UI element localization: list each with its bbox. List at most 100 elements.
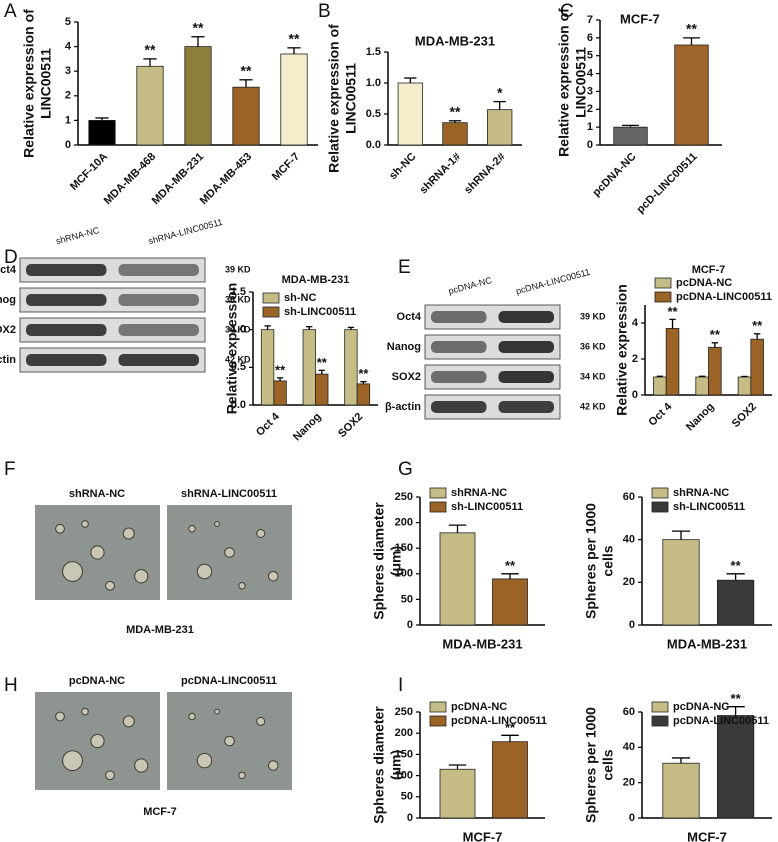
blot-row-label: Nanog <box>387 341 421 353</box>
panel-letter: H <box>4 675 18 696</box>
sphere <box>267 570 279 582</box>
x-tick-label: Nanog <box>291 411 324 444</box>
sphere <box>238 582 246 590</box>
sphere <box>122 527 135 540</box>
bar <box>653 376 667 396</box>
blot-band <box>26 324 107 336</box>
bar <box>492 741 528 819</box>
y-tick-label: 5 <box>587 50 593 62</box>
legend-swatch <box>654 277 672 289</box>
legend-label: shRNA-NC <box>451 487 507 499</box>
bar <box>613 126 648 146</box>
bar <box>492 578 528 626</box>
y-tick-label: 0 <box>629 812 635 824</box>
bar <box>273 380 287 406</box>
sphere <box>122 715 135 728</box>
y-tick-label: 50 <box>401 791 413 803</box>
blot-row-label: β-actin <box>385 401 421 413</box>
bar <box>486 109 513 146</box>
x-tick-label: pcDNA-NC <box>590 151 638 199</box>
y-tick-label: 200 <box>395 517 413 529</box>
legend-label: pcDNA-NC <box>676 277 732 289</box>
chart: 0 20 40 60 Spheres per 1000 cells MCF-7 pcDNA-N… <box>583 691 772 842</box>
y-tick-label: 2 <box>65 90 71 102</box>
bar <box>356 383 371 406</box>
significance: ** <box>731 691 742 706</box>
chart: 0 1 2 3 4 5 Relative expression of LINC00511 MCF… <box>21 9 318 207</box>
blot-band <box>498 371 554 383</box>
bar <box>344 329 358 406</box>
blot-band <box>118 324 199 336</box>
y-tick-label: 0.0 <box>231 399 246 411</box>
chart-title: MCF-7 <box>692 264 726 276</box>
blot-row-label: β-actin <box>0 354 16 366</box>
x-tick-label: pcD-LINC00511 <box>635 151 700 216</box>
x-axis-label: MDA-MB-231 <box>442 636 522 651</box>
legend-swatch <box>429 501 447 513</box>
y-tick-label: 1 <box>65 114 71 126</box>
legend-swatch <box>651 715 669 727</box>
bar <box>280 53 308 146</box>
y-tick-label: 0 <box>65 139 71 151</box>
y-tick-label: 150 <box>395 748 413 760</box>
legend-swatch <box>651 487 669 499</box>
chart: 0 50 100 150 200 250 Spheres diameter (μm) MDA-M… <box>371 487 545 651</box>
image-label: shRNA-NC <box>69 488 125 500</box>
sphere <box>256 529 266 538</box>
bar <box>662 539 700 626</box>
y-tick-label: 2 <box>632 353 638 365</box>
bar <box>232 86 260 146</box>
y-axis-label: Spheres diameter <box>371 706 387 824</box>
x-tick-label: MDA-MB-453 <box>198 151 254 207</box>
sphere <box>81 707 89 716</box>
significance: ** <box>241 63 252 79</box>
bar <box>136 65 164 146</box>
blot-band <box>118 264 199 276</box>
y-tick-label: 0.5 <box>366 108 381 120</box>
significance: ** <box>686 21 697 37</box>
legend-label: sh-LINC00511 <box>284 306 356 318</box>
significance: ** <box>358 366 369 381</box>
y-axis-label: (μm) <box>388 750 404 780</box>
y-tick-label: 100 <box>395 568 413 580</box>
y-axis-label: Relative expression of <box>326 24 342 173</box>
bar <box>674 44 709 146</box>
y-tick-label: 0 <box>632 389 638 401</box>
x-tick-label: Oct 4 <box>646 400 675 429</box>
legend-swatch <box>262 306 280 318</box>
x-tick-label: shRNA-1# <box>418 151 464 197</box>
blot-size-label: 39 KD <box>580 311 606 321</box>
y-tick-label: 3 <box>65 65 71 77</box>
sphere <box>256 716 266 726</box>
panel-letter: A <box>4 1 17 22</box>
blot-band <box>431 311 487 323</box>
sphere <box>105 580 115 591</box>
blot-row-label: SOX2 <box>0 324 16 336</box>
y-tick-label: 1.5 <box>366 46 381 58</box>
blot-size-label: 34 KD <box>580 371 606 381</box>
blot-size-label: 36 KD <box>225 294 251 304</box>
panel-letter: D <box>4 247 18 268</box>
bar <box>302 329 316 406</box>
y-tick-label: 50 <box>401 593 413 605</box>
y-tick-label: 0 <box>407 619 413 631</box>
x-tick-label: sh-NC <box>387 151 418 182</box>
bar <box>184 46 212 146</box>
blot-row-label: SOX2 <box>392 371 421 383</box>
bar <box>88 120 116 146</box>
y-tick-label: 4 <box>65 41 72 53</box>
sphere <box>224 735 235 747</box>
legend-swatch <box>651 501 669 513</box>
panel-letter: I <box>398 675 403 696</box>
image-label: pcDNA-NC <box>69 675 125 687</box>
y-axis-label: Spheres per 1000 <box>583 707 599 823</box>
y-axis-label: Relative expression <box>224 283 240 415</box>
legend-label: pcDNA-LINC00511 <box>676 291 772 303</box>
significance: ** <box>289 31 300 47</box>
bar <box>397 82 424 146</box>
sphere <box>188 712 196 721</box>
sphere <box>90 733 105 749</box>
chart: 0 20 40 60 Spheres per 1000 cells MDA-MB-231 sh… <box>583 487 772 651</box>
legend-label: sh-LINC00511 <box>451 501 523 513</box>
